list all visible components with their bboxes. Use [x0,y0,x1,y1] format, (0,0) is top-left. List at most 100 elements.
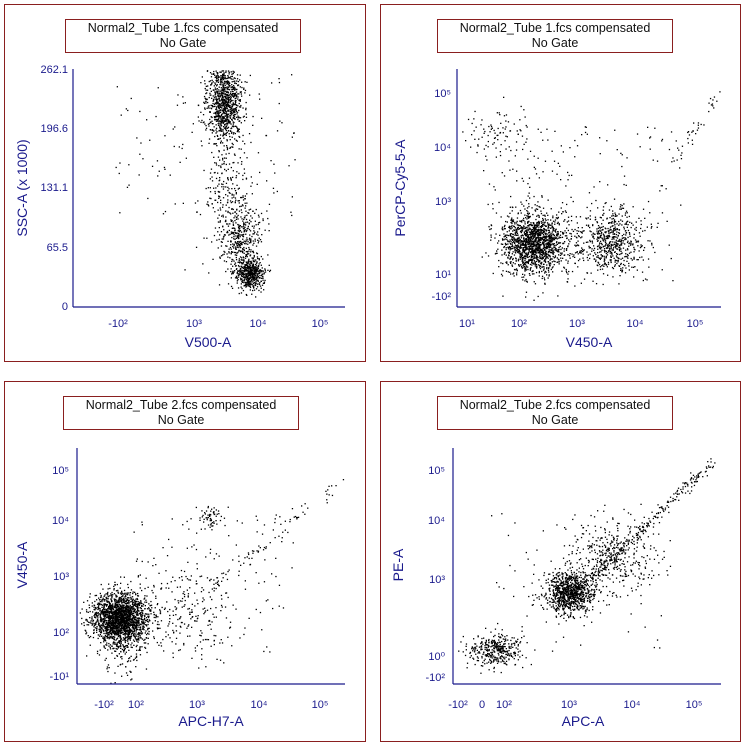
event-dot [226,122,228,124]
event-dot [529,216,531,218]
event-dot [105,608,107,610]
event-dot [522,264,524,267]
event-dot [237,214,239,217]
event-dot [505,270,508,272]
event-dot [626,241,629,244]
event-dot [505,135,507,137]
event-dot [618,213,620,215]
x-tick-label: 10² [511,318,527,330]
event-dot [158,170,160,172]
event-dot [213,96,216,98]
event-dot [204,80,206,82]
event-dot [623,228,625,230]
event-dot [96,629,98,631]
event-dot [545,232,547,234]
event-dot [548,229,550,232]
event-dot [537,232,539,234]
event-dot [567,260,569,262]
event-dot [565,249,568,251]
event-dot [560,257,562,259]
event-dot [241,287,243,290]
event-dot [253,233,255,235]
event-dot [215,116,217,118]
event-dot [526,215,528,217]
event-dot [511,221,513,223]
event-dot [597,262,600,264]
event-dot [223,253,225,255]
event-dot [231,273,233,275]
event-dot [657,222,659,224]
event-dot [533,226,535,229]
event-dot [209,187,211,189]
event-dot [232,146,234,148]
event-dot [235,109,237,111]
event-dot [525,230,527,232]
event-dot [534,265,536,267]
event-dot [137,639,139,641]
event-dot [607,246,609,248]
event-dot [610,261,612,264]
event-dot [609,250,612,253]
event-dot [228,152,230,155]
event-dot [225,111,228,113]
event-dot [238,250,240,252]
event-dot [535,244,538,246]
event-dot [211,120,213,122]
event-dot [100,594,102,597]
event-dot [235,259,238,261]
event-dot [612,233,614,235]
event-dot [547,254,550,256]
event-dot [244,120,246,122]
event-dot [521,135,524,137]
event-dot [621,269,624,272]
event-dot [261,234,263,236]
event-dot [238,109,240,112]
event-dot [219,71,221,73]
event-dot [543,227,545,230]
event-dot [520,105,522,108]
event-dot [542,257,544,259]
event-dot [236,276,238,278]
event-dot [227,225,230,227]
event-dot [215,108,217,111]
event-dot [557,251,559,253]
event-dot [278,81,281,84]
event-dot [538,232,540,234]
event-dot [232,221,234,223]
event-dot [544,237,547,239]
event-dot [477,145,479,147]
event-dot [496,134,498,137]
event-dot [224,81,226,83]
event-dot [602,206,605,208]
event-dot [556,214,558,216]
event-dot [531,250,534,252]
event-dot [572,200,574,203]
event-dot [638,232,641,234]
event-dot [540,231,542,234]
event-dot [213,116,216,118]
event-dot [595,259,597,261]
event-dot [520,235,522,237]
event-dot [235,213,238,215]
event-dot [523,255,525,258]
event-dot [220,99,223,101]
event-dot [226,124,228,126]
event-dot [243,266,245,268]
event-dot [229,223,231,225]
event-dot [260,241,263,243]
event-dot [522,248,525,251]
event-dot [262,219,264,222]
event-dot [252,263,254,265]
event-dot [252,244,254,246]
event-dot [246,285,248,287]
event-dot [527,241,530,243]
event-dot [220,71,222,73]
event-dot [589,226,591,229]
event-dot [530,223,532,226]
event-dot [608,232,610,234]
event-dot [211,79,213,81]
event-dot [539,230,541,232]
event-dot [517,234,519,236]
event-dot [501,228,503,230]
event-dot [538,216,540,218]
